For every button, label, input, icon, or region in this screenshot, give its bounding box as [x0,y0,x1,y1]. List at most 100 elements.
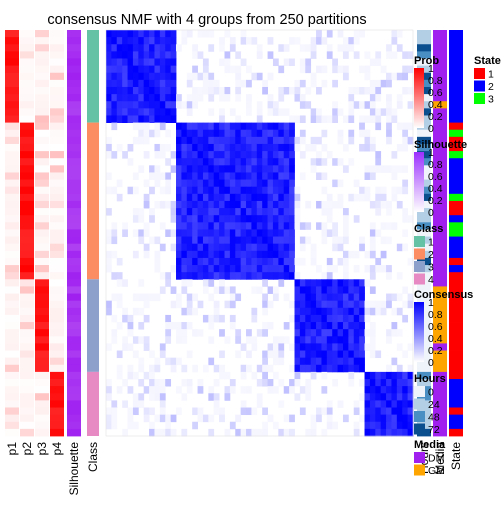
consensus-cell [299,136,306,145]
prob-cell [5,393,19,401]
prob-cell [20,293,34,302]
consensus-cell [219,286,225,294]
consensus-cell [122,94,128,102]
legend-tick: 0.6 [428,321,443,333]
consensus-cell [202,86,209,95]
consensus-cell [278,200,285,209]
legend-label: DM [428,453,444,465]
consensus-cell [342,208,349,216]
legend-tick: 0.8 [428,309,443,321]
silhouette-cell [67,250,81,259]
consensus-cell [106,257,112,266]
consensus-cell [369,428,376,437]
consensus-cell [332,115,338,123]
prob-cell [35,286,49,294]
consensus-cell [299,279,306,287]
consensus-cell [208,314,215,323]
consensus-cell [106,115,112,123]
consensus-cell [299,172,306,180]
consensus-cell [380,307,387,316]
consensus-cell [289,37,295,45]
consensus-cell [149,65,155,74]
consensus-cell [116,37,123,45]
consensus-cell [310,51,317,59]
prob-cell [20,129,34,138]
consensus-cell [165,86,172,95]
consensus-cell [170,72,177,81]
consensus-cell [396,200,403,209]
consensus-cell [170,86,177,95]
consensus-cell [299,101,306,109]
consensus-cell [186,129,193,138]
consensus-cell [316,314,322,323]
consensus-cell [219,229,225,237]
consensus-cell [294,115,301,123]
consensus-cell [369,229,376,237]
consensus-cell [159,350,166,359]
consensus-cell [170,101,177,109]
consensus-cell [186,229,193,237]
consensus-cell [229,314,236,323]
consensus-cell [159,386,166,394]
consensus-cell [256,115,263,123]
consensus-cell [154,58,161,67]
consensus-cell [256,222,263,230]
consensus-cell [278,129,285,138]
consensus-cell [111,37,118,45]
prob-cell [35,122,49,131]
consensus-cell [165,329,172,337]
consensus-cell [294,322,301,330]
consensus-cell [321,407,328,416]
consensus-cell [326,293,333,302]
consensus-cell [143,243,150,252]
consensus-cell [116,371,123,380]
consensus-cell [375,300,382,309]
consensus-cell [402,165,409,173]
silhouette-cell [67,257,81,266]
consensus-cell [267,286,274,294]
consensus-cell [127,79,134,88]
consensus-cell [305,329,312,337]
consensus-cell [202,257,209,266]
consensus-cell [294,222,301,230]
consensus-cell [294,215,301,223]
consensus-cell [219,115,225,123]
consensus-cell [229,243,236,252]
consensus-cell [224,158,231,166]
silhouette-cell [67,400,81,408]
consensus-cell [321,158,328,166]
consensus-cell [262,265,268,273]
media-cell [433,151,447,159]
consensus-cell [369,322,376,330]
consensus-cell [186,257,193,266]
consensus-cell [348,193,355,202]
consensus-cell [138,58,145,67]
consensus-cell [380,400,387,408]
consensus-cell [283,414,290,423]
state-cell [449,350,463,359]
consensus-cell [299,257,306,266]
consensus-cell [127,414,134,423]
consensus-cell [294,279,301,287]
media-cell [433,386,447,394]
consensus-cell [229,193,236,202]
consensus-cell [369,250,376,259]
consensus-cell [391,421,398,430]
consensus-cell [213,136,220,145]
consensus-cell [165,414,172,423]
consensus-cell [375,51,382,59]
prob-cell [35,51,49,59]
consensus-cell [342,279,349,287]
media-cell [433,286,447,294]
consensus-cell [294,336,301,344]
consensus-cell [224,272,231,280]
consensus-cell [106,307,112,316]
consensus-cell [219,165,225,173]
consensus-cell [122,115,128,123]
consensus-cell [192,250,198,259]
consensus-cell [305,65,312,74]
consensus-cell [369,222,376,230]
consensus-cell [386,421,392,430]
media-cell [433,272,447,280]
consensus-cell [359,343,365,351]
